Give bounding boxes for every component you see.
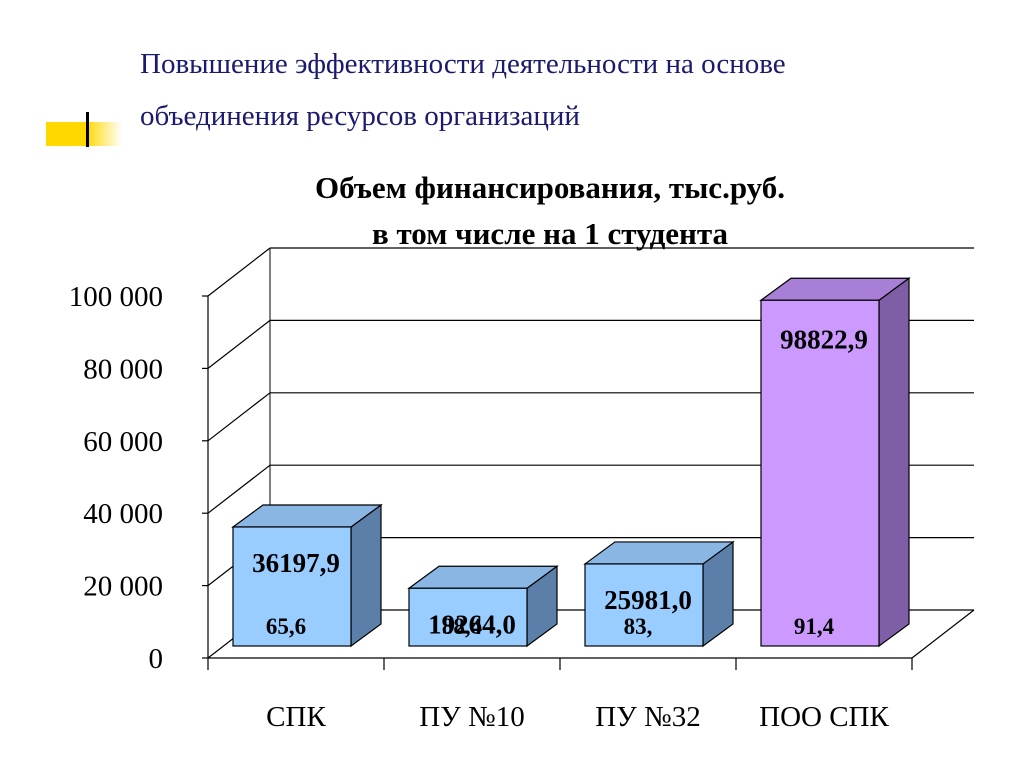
chart-title: Объем финансирования, тыс.руб. в том чис…	[200, 165, 900, 257]
floor-right-edge	[911, 609, 975, 659]
bar-group: 25981,083,	[583, 540, 735, 648]
per-student-label: 83,	[624, 614, 653, 639]
bar	[760, 299, 880, 647]
bar-group: 19264,088,4	[407, 565, 559, 648]
bar	[408, 587, 528, 647]
grid-diagonal	[207, 319, 271, 369]
bar	[232, 526, 352, 647]
bar-side	[350, 503, 382, 648]
accent-bar	[46, 122, 122, 146]
bar-group: 36197,9 65,6	[231, 503, 383, 648]
grid-diagonal	[207, 392, 271, 442]
bar-value-label: 98822,9	[780, 324, 868, 354]
x-category-label: СПК	[266, 701, 326, 733]
per-student-label: 65,6	[266, 614, 306, 639]
chart-title-line-1: Объем финансирования, тыс.руб.	[314, 170, 785, 205]
bar-side	[878, 277, 910, 648]
x-category-label: ПОО СПК	[759, 701, 889, 733]
y-tick-label: 40 000	[83, 498, 163, 530]
y-tick-label: 80 000	[83, 353, 163, 385]
accent-line	[86, 112, 89, 147]
bar-group: 98822,9 91,4	[759, 277, 911, 648]
chart-title-line-2: в том числе на 1 студента	[372, 216, 728, 251]
bar-value-label: 25981,0	[604, 585, 692, 615]
per-student-label: 91,4	[794, 614, 835, 639]
bar-value-label: 19264,0	[428, 609, 516, 639]
y-tick-label: 0	[149, 643, 164, 675]
slide-heading: Повышение эффективности деятельности на …	[140, 38, 1000, 142]
grid-diagonal	[207, 464, 271, 514]
per-student-label: 88,4	[442, 614, 483, 639]
y-tick-label: 60 000	[83, 426, 163, 458]
slide-heading-line-2: объединения ресурсов организаций	[140, 100, 580, 132]
grid-diagonal	[207, 247, 271, 297]
bar-value-label: 36197,9	[252, 548, 340, 578]
x-category-label: ПУ №32	[595, 701, 700, 733]
x-category-label: ПУ №10	[419, 701, 524, 733]
slide-heading-line-1: Повышение эффективности деятельности на …	[140, 48, 786, 80]
y-tick-label: 100 000	[69, 281, 163, 313]
y-tick-label: 20 000	[83, 571, 163, 603]
bar	[584, 563, 704, 647]
